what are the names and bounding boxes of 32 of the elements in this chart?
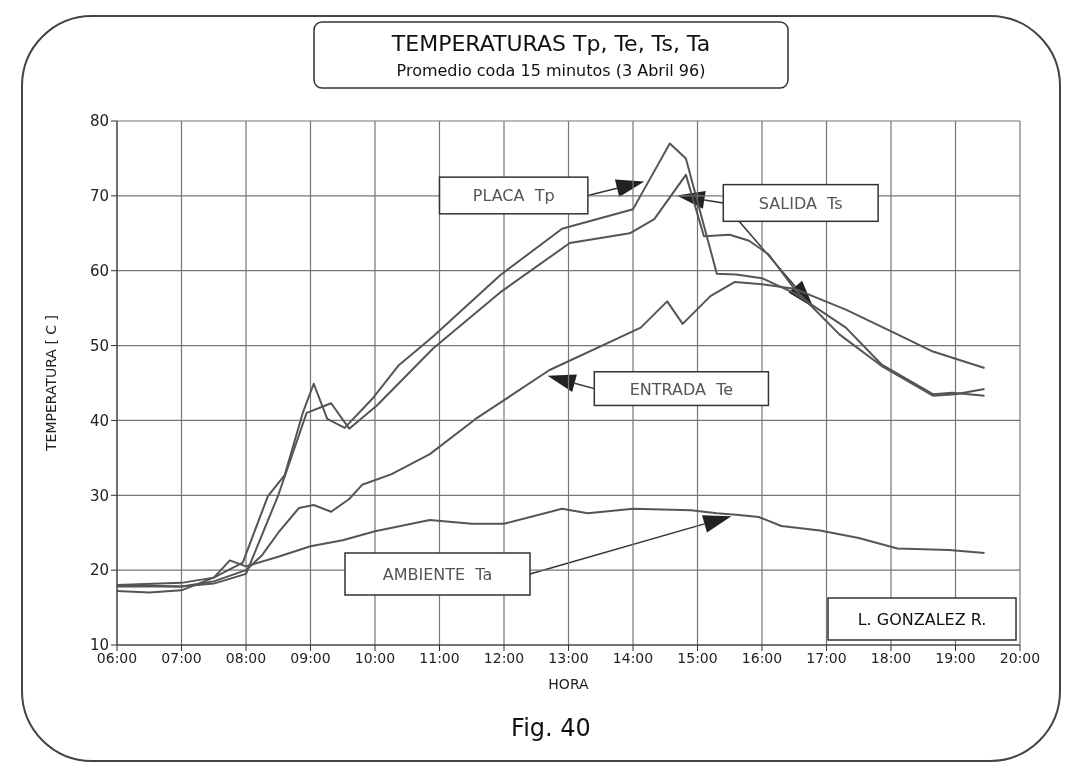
y-tick-label: 50: [89, 336, 109, 355]
text: AMBIENTE Ta: [382, 565, 493, 584]
text: ENTRADA Te: [629, 379, 734, 399]
y-tick-label: 30: [89, 486, 109, 505]
series-label: PLACA Tp: [472, 186, 555, 206]
x-tick-label: 12:00: [483, 649, 525, 666]
annotation: L. GONZALEZ R.: [857, 610, 987, 629]
x-tick-label: 07:00: [161, 649, 202, 666]
x-tick-label: 18:00: [870, 649, 912, 666]
chart-title: TEMPERATURAS Tp, Te, Ts, Ta: [390, 31, 711, 56]
y-tick-label: 80: [89, 112, 109, 131]
series-label: SALIDA Ts: [758, 193, 843, 213]
x-tick-label: 13:00: [548, 649, 589, 666]
y-tick-label: 20: [89, 561, 109, 580]
x-tick-label: 08:00: [225, 649, 267, 666]
x-tick-label: 06:00: [96, 649, 138, 666]
x-tick-label: 16:00: [741, 649, 783, 666]
y-tick-label: 60: [89, 262, 109, 281]
x-tick-label: 09:00: [290, 649, 331, 666]
caption: Fig. 40: [511, 714, 591, 742]
x-tick-label: 10:00: [354, 649, 396, 666]
x-tick-label: 19:00: [935, 649, 976, 666]
x-tick-label: 14:00: [612, 649, 654, 666]
x-tick-label: 20:00: [999, 649, 1041, 666]
x-axis-title: HORA: [548, 676, 590, 692]
y-tick-label: 40: [89, 411, 109, 430]
x-tick-label: 11:00: [419, 649, 460, 666]
x-tick-label: 15:00: [677, 649, 718, 666]
y-tick-label: 70: [89, 187, 109, 206]
chart-subtitle: Promedio coda 15 minutos (3 Abril 96): [396, 61, 706, 80]
x-tick-label: 17:00: [806, 649, 847, 666]
y-axis-title: TEMPERATURA [ C ]: [42, 314, 59, 453]
